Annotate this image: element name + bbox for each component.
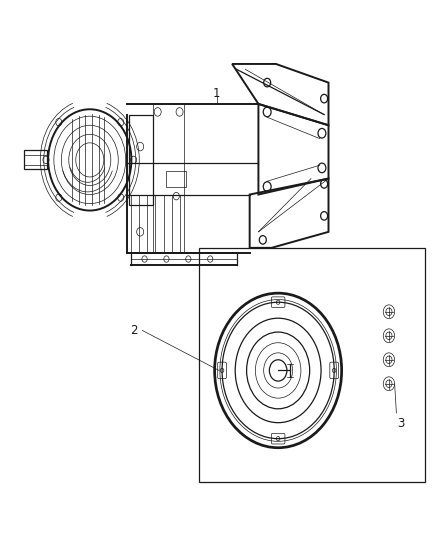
Text: 2: 2	[130, 324, 138, 337]
Bar	[199, 248, 425, 482]
Bar	[166, 171, 186, 187]
Text: 1: 1	[213, 87, 221, 100]
Text: 3: 3	[397, 417, 404, 430]
